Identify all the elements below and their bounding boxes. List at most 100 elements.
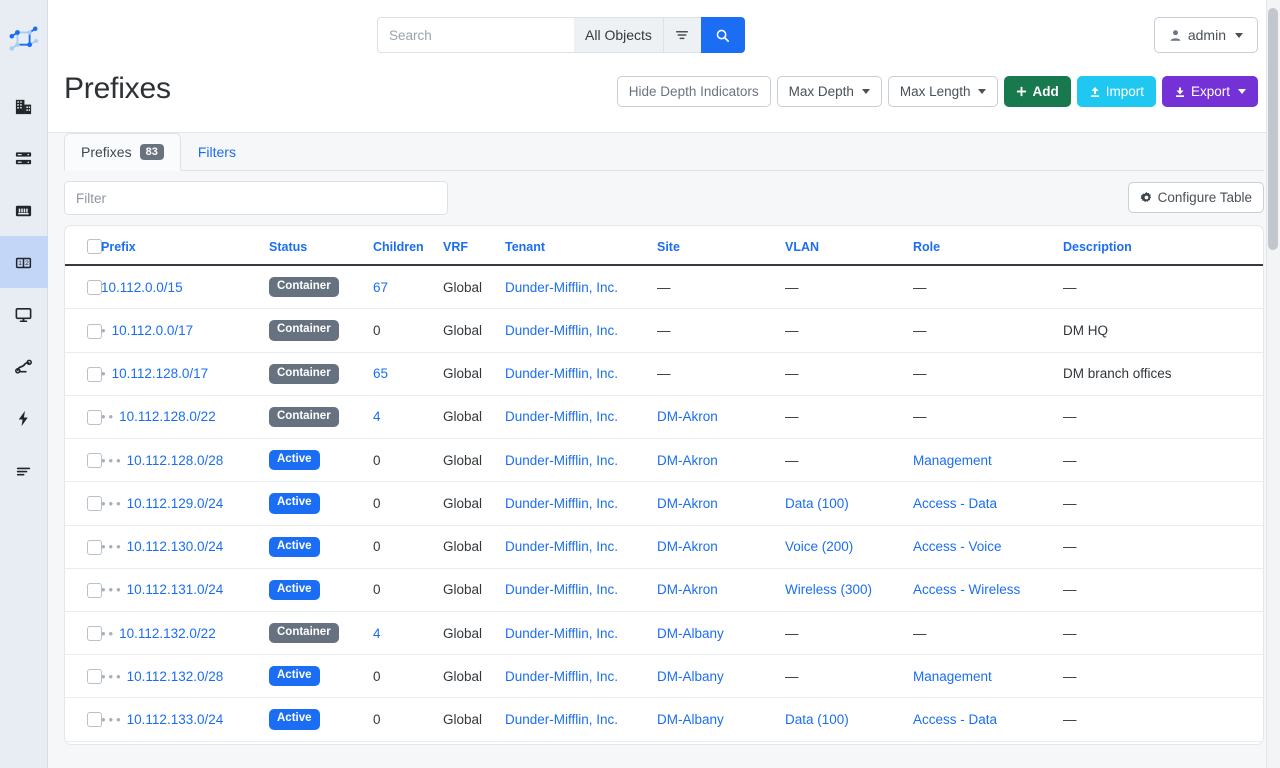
- prefix-link[interactable]: 10.112.0.0/17: [111, 323, 194, 339]
- cell-site-link[interactable]: DM-Albany: [657, 668, 724, 684]
- row-select-checkbox[interactable]: [87, 582, 102, 598]
- row-select-checkbox[interactable]: [87, 323, 102, 339]
- prefix-link[interactable]: 10.112.129.0/24: [126, 495, 224, 511]
- row-select-checkbox[interactable]: [87, 496, 102, 512]
- cell-role-link[interactable]: Access - Voice: [913, 539, 1002, 555]
- user-menu-button[interactable]: admin: [1153, 17, 1258, 53]
- tab-bar: Prefixes 83 Filters: [64, 133, 1264, 171]
- sidebar-item-virtualization[interactable]: [0, 288, 48, 340]
- cell-tenant-link[interactable]: Dunder-Mifflin, Inc.: [505, 625, 619, 641]
- search-filter-button[interactable]: [662, 17, 701, 53]
- row-select-checkbox[interactable]: [87, 366, 102, 382]
- max-depth-dropdown[interactable]: Max Depth: [776, 76, 882, 107]
- cell-site-link[interactable]: DM-Akron: [657, 539, 718, 555]
- column-header-vlan[interactable]: VLAN: [779, 226, 907, 267]
- cell-children-link[interactable]: 4: [373, 625, 381, 641]
- cell-vlan-link[interactable]: Data (100): [785, 495, 849, 511]
- tab-filters[interactable]: Filters: [181, 133, 253, 171]
- cell-tenant-link[interactable]: Dunder-Mifflin, Inc.: [505, 452, 619, 468]
- table-row: •• 10.112.132.0/22 Container 4 Global Dunder-…: [65, 611, 1263, 656]
- column-header-role[interactable]: Role: [907, 226, 1057, 267]
- cell-role-link[interactable]: Access - Data: [913, 712, 998, 727]
- column-header-tenant[interactable]: Tenant: [499, 226, 651, 267]
- cell-tenant-link[interactable]: Dunder-Mifflin, Inc.: [505, 539, 619, 555]
- configure-table-button[interactable]: Configure Table: [1127, 182, 1264, 213]
- sidebar-item-racks[interactable]: [0, 132, 48, 184]
- depth-indicator: •: [101, 366, 109, 382]
- cell-site-link[interactable]: DM-Albany: [657, 625, 724, 641]
- row-select-checkbox[interactable]: [87, 539, 102, 555]
- cell-site-link[interactable]: DM-Akron: [657, 495, 718, 511]
- column-header-description[interactable]: Description: [1057, 226, 1263, 267]
- cell-tenant-link[interactable]: Dunder-Mifflin, Inc.: [505, 409, 619, 425]
- cell-role-link[interactable]: Management: [913, 668, 992, 684]
- page-scrollbar-thumb[interactable]: [1268, 8, 1278, 250]
- max-depth-label: Max Depth: [788, 84, 854, 99]
- max-length-dropdown[interactable]: Max Length: [887, 76, 999, 107]
- row-select-checkbox[interactable]: [87, 626, 102, 642]
- cell-tenant-link[interactable]: Dunder-Mifflin, Inc.: [505, 582, 619, 598]
- cell-tenant-link[interactable]: Dunder-Mifflin, Inc.: [505, 323, 619, 339]
- cell-tenant-link[interactable]: Dunder-Mifflin, Inc.: [505, 495, 619, 511]
- prefix-link[interactable]: 10.112.128.0/17: [111, 366, 209, 382]
- cell-description: DM branch offices: [1057, 352, 1263, 396]
- cell-site-link[interactable]: DM-Akron: [657, 582, 718, 598]
- cell-vlan-link[interactable]: Voice (200): [785, 539, 854, 555]
- row-select-checkbox[interactable]: [87, 409, 102, 425]
- prefix-link[interactable]: 10.112.128.0/22: [119, 409, 216, 425]
- cell-tenant: Dunder-Mifflin, Inc.: [499, 654, 651, 699]
- cell-tenant-link[interactable]: Dunder-Mifflin, Inc.: [505, 712, 619, 727]
- prefix-link[interactable]: 10.112.131.0/24: [126, 582, 224, 598]
- table-filter-input[interactable]: [64, 181, 448, 215]
- sidebar-item-ipam[interactable]: 1 2: [0, 236, 48, 288]
- table-head: Prefix Status Children VRF Tenant Site V…: [65, 226, 1263, 267]
- cell-vlan-link[interactable]: Wireless (300): [785, 582, 873, 598]
- column-header-vrf[interactable]: VRF: [437, 226, 499, 267]
- search-input[interactable]: [377, 17, 574, 53]
- prefix-link[interactable]: 10.112.128.0/28: [126, 452, 224, 468]
- sidebar-item-devices[interactable]: [0, 184, 48, 236]
- export-dropdown-button[interactable]: Export: [1161, 76, 1258, 107]
- page-scrollbar-track[interactable]: [1266, 0, 1280, 768]
- cell-tenant-link[interactable]: Dunder-Mifflin, Inc.: [505, 279, 619, 295]
- import-button[interactable]: Import: [1076, 76, 1156, 107]
- row-select-checkbox[interactable]: [87, 280, 102, 296]
- column-header-site[interactable]: Site: [651, 226, 779, 267]
- cell-role-link[interactable]: Access - Data: [913, 495, 998, 511]
- cell-site-link[interactable]: DM-Akron: [657, 409, 718, 425]
- select-all-checkbox[interactable]: [87, 239, 102, 255]
- row-select-cell: [65, 395, 102, 440]
- cell-tenant-link[interactable]: Dunder-Mifflin, Inc.: [505, 366, 619, 382]
- row-select-checkbox[interactable]: [87, 712, 102, 728]
- column-header-children[interactable]: Children: [367, 226, 437, 267]
- cell-site-link[interactable]: DM-Albany: [657, 712, 724, 727]
- cell-role-link[interactable]: Access - Wireless: [913, 582, 1021, 598]
- prefix-link[interactable]: 10.112.130.0/24: [126, 539, 224, 555]
- cell-children-link[interactable]: 65: [373, 366, 389, 382]
- sidebar-item-organization[interactable]: [0, 80, 48, 132]
- prefix-link[interactable]: 10.112.132.0/28: [126, 668, 224, 684]
- cell-role-link[interactable]: Management: [913, 452, 992, 468]
- cell-children-link[interactable]: 4: [373, 409, 381, 425]
- search-scope-dropdown[interactable]: All Objects: [574, 17, 663, 53]
- netbox-logo[interactable]: [0, 0, 48, 80]
- sidebar-item-circuits[interactable]: [0, 340, 48, 392]
- column-header-status[interactable]: Status: [263, 226, 367, 267]
- row-select-checkbox[interactable]: [87, 453, 102, 469]
- cell-children-link[interactable]: 67: [373, 279, 389, 295]
- search-submit-button[interactable]: [700, 17, 745, 53]
- cell-site-link[interactable]: DM-Akron: [657, 452, 718, 468]
- add-button[interactable]: Add: [1004, 76, 1071, 107]
- prefix-link[interactable]: 10.112.0.0/15: [101, 279, 183, 295]
- prefix-link[interactable]: 10.112.133.0/24: [126, 712, 224, 727]
- prefix-link[interactable]: 10.112.132.0/22: [119, 625, 216, 641]
- column-header-prefix[interactable]: Prefix: [95, 226, 263, 267]
- cell-tenant-link[interactable]: Dunder-Mifflin, Inc.: [505, 668, 619, 684]
- row-select-checkbox[interactable]: [87, 669, 102, 685]
- cell-vlan-link[interactable]: Data (100): [785, 712, 849, 727]
- sidebar-item-power[interactable]: [0, 392, 48, 444]
- tab-prefixes[interactable]: Prefixes 83: [64, 133, 181, 171]
- cell-site: DM-Albany: [651, 654, 779, 699]
- sidebar-item-other[interactable]: [0, 444, 48, 496]
- hide-depth-indicators-button[interactable]: Hide Depth Indicators: [616, 76, 771, 107]
